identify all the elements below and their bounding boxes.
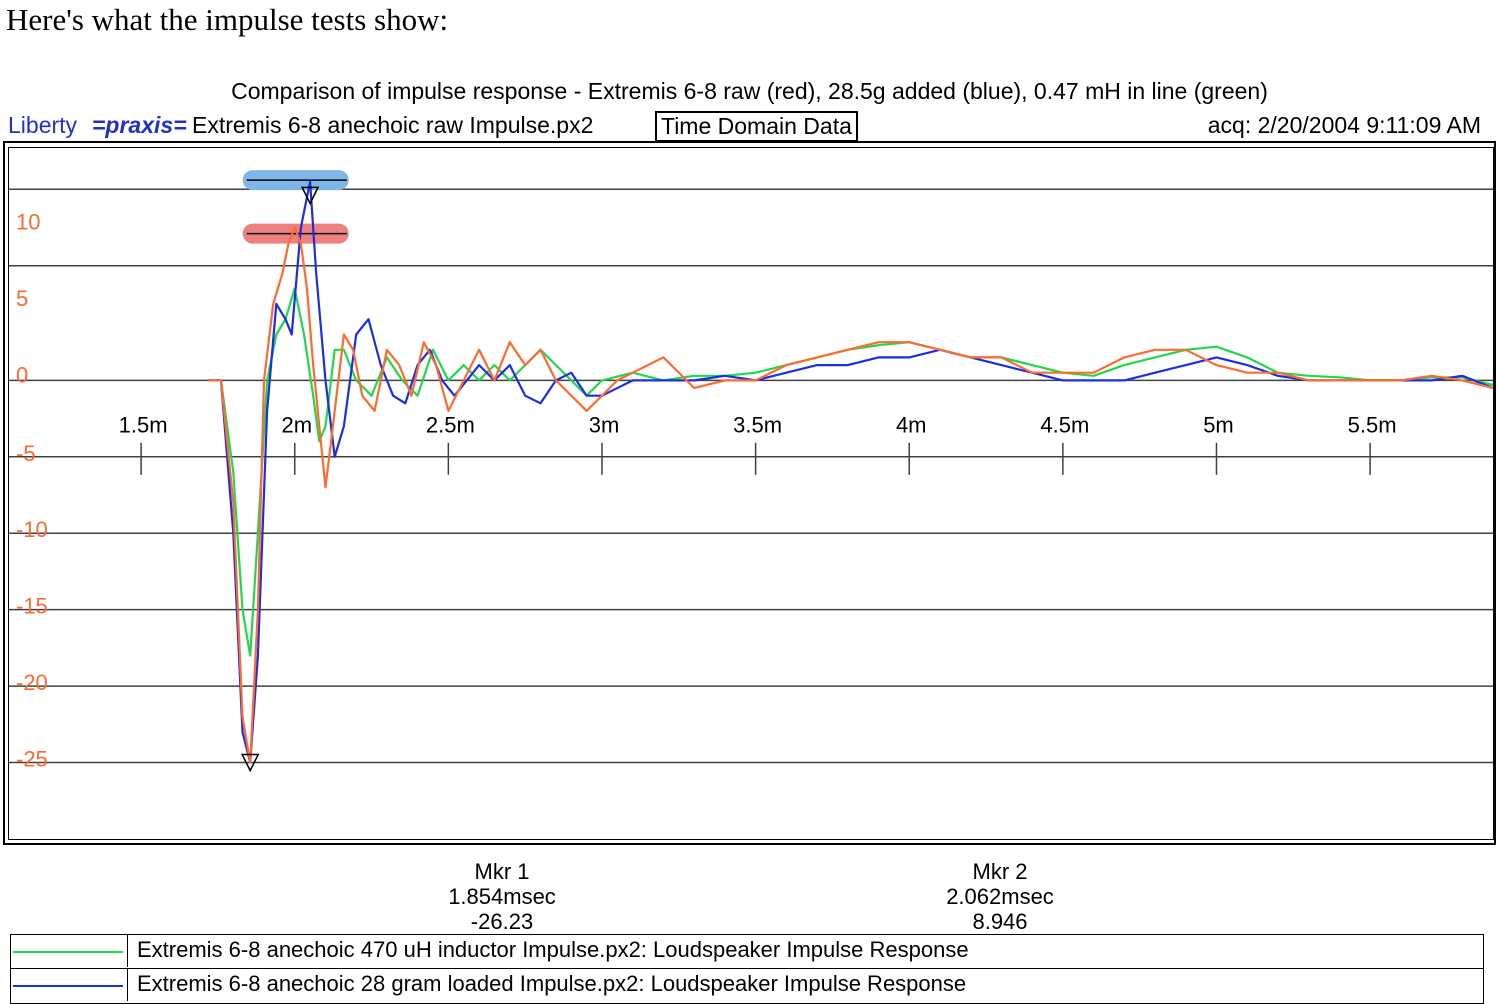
x-tick-label: 3m	[589, 412, 620, 437]
liberty-label: Liberty	[8, 112, 78, 138]
legend-swatch	[13, 951, 123, 953]
y-tick-label: -5	[16, 441, 36, 466]
y-tick-label: -10	[16, 517, 48, 542]
y-tick-label: 5	[16, 286, 28, 311]
praxis-logo: =praxis=	[92, 112, 187, 138]
x-tick-label: 3.5m	[733, 412, 782, 437]
y-tick-label: -20	[16, 670, 48, 695]
legend-swatch	[13, 985, 123, 987]
y-tick-label: 10	[16, 209, 40, 234]
y-tick-label: 0	[16, 362, 28, 387]
legend-item-loaded[interactable]: Extremis 6-8 anechoic 28 gram loaded Imp…	[11, 968, 1483, 1001]
marker-2-label: Mkr 2	[972, 859, 1028, 884]
marker-2-value: 8.946	[972, 909, 1028, 934]
file-name: Extremis 6-8 anechoic raw Impulse.px2	[192, 112, 594, 138]
legend-divider	[127, 969, 128, 1001]
acquisition-timestamp: acq: 2/20/2004 9:11:09 AM	[1207, 112, 1481, 138]
y-tick-label: -25	[16, 747, 48, 772]
legend-label: Extremis 6-8 anechoic 470 uH inductor Im…	[137, 937, 969, 962]
series-line-added-mass	[208, 180, 1494, 764]
chart-title: Comparison of impulse response - Extremi…	[231, 78, 1268, 104]
intro-text: Here's what the impulse tests show:	[6, 2, 449, 37]
legend-divider	[127, 935, 128, 967]
legend-label: Extremis 6-8 anechoic 28 gram loaded Imp…	[137, 971, 967, 996]
x-tick-label: 5.5m	[1348, 412, 1397, 437]
series-line-raw	[208, 226, 1494, 764]
x-tick-label: 4m	[896, 412, 927, 437]
marker-1-value: -26.23	[470, 909, 534, 934]
marker-1-label: Mkr 1	[474, 859, 530, 884]
x-tick-label: 5m	[1203, 412, 1234, 437]
plot-area[interactable]	[8, 147, 1494, 840]
marker-2-triangle	[300, 186, 320, 206]
y-tick-label: -15	[16, 594, 48, 619]
x-tick-label: 2.5m	[426, 412, 475, 437]
marker-1-time: 1.854msec	[448, 884, 556, 909]
legend-item-inductor[interactable]: Extremis 6-8 anechoic 470 uH inductor Im…	[11, 935, 1483, 967]
marker-1-readout: Mkr 1 1.854msec -26.23	[422, 859, 582, 934]
x-tick-label: 1.5m	[119, 412, 168, 437]
legend: Extremis 6-8 anechoic 470 uH inductor Im…	[10, 934, 1484, 1004]
marker-2-readout: Mkr 2 2.062msec 8.946	[920, 859, 1080, 934]
x-tick-label: 4.5m	[1040, 412, 1089, 437]
marker-2-time: 2.062msec	[946, 884, 1054, 909]
marker-1-triangle	[240, 753, 260, 773]
series-line-inductor	[208, 287, 1494, 657]
plot-frame	[3, 141, 1496, 845]
x-tick-label: 2m	[281, 412, 312, 437]
